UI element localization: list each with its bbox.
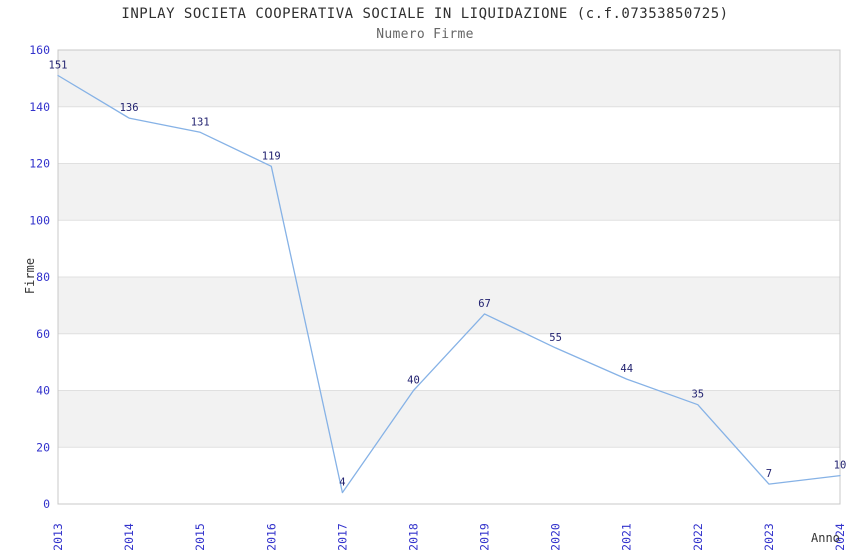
y-tick-label: 80 xyxy=(36,270,50,284)
y-tick-label: 120 xyxy=(29,157,50,171)
x-tick-label: 2019 xyxy=(478,523,492,550)
chart-subtitle: Numero Firme xyxy=(376,27,474,42)
plot-border xyxy=(57,49,841,505)
x-tick-label: 2021 xyxy=(620,523,634,550)
data-label: 40 xyxy=(407,375,420,387)
x-tick-label: 2020 xyxy=(549,523,563,550)
data-label: 67 xyxy=(478,298,491,310)
plot-band xyxy=(58,390,840,448)
data-label: 119 xyxy=(262,150,281,162)
plot-band xyxy=(58,50,840,107)
x-tick-label: 2014 xyxy=(122,523,136,550)
y-axis-label: Firme xyxy=(23,257,37,295)
data-label: 151 xyxy=(49,60,68,72)
data-label: 44 xyxy=(620,363,633,375)
data-label: 55 xyxy=(549,332,562,344)
plot-band xyxy=(58,447,840,504)
x-axis-label: Anno xyxy=(811,531,840,545)
data-label: 4 xyxy=(339,477,345,489)
plot-band xyxy=(58,277,840,334)
x-tick-label: 2017 xyxy=(335,523,349,550)
x-tick-label: 2015 xyxy=(193,523,207,550)
series-line xyxy=(57,74,841,494)
x-tick-label: 2022 xyxy=(691,523,705,550)
y-tick-label: 140 xyxy=(29,100,50,114)
x-tick-label: 2024 xyxy=(833,523,847,550)
plot-band xyxy=(58,106,840,164)
plot-band xyxy=(58,220,840,277)
y-tick-label: 40 xyxy=(36,384,50,398)
data-label: 10 xyxy=(834,460,847,472)
chart-title: INPLAY SOCIETA COOPERATIVA SOCIALE IN LI… xyxy=(121,6,729,22)
x-tick-label: 2013 xyxy=(51,523,65,550)
y-tick-label: 60 xyxy=(36,327,50,341)
plot-band xyxy=(58,163,840,221)
x-tick-label: 2016 xyxy=(264,523,278,550)
data-label: 131 xyxy=(191,116,210,128)
x-tick-label: 2023 xyxy=(762,523,776,550)
data-label: 7 xyxy=(766,468,772,480)
data-label: 136 xyxy=(120,102,139,114)
y-tick-label: 0 xyxy=(43,497,50,511)
plot-band xyxy=(58,333,840,391)
x-tick-label: 2018 xyxy=(406,523,420,550)
y-tick-label: 100 xyxy=(29,213,50,227)
y-tick-label: 20 xyxy=(36,440,50,454)
y-tick-label: 160 xyxy=(29,43,50,57)
data-label: 35 xyxy=(691,389,704,401)
